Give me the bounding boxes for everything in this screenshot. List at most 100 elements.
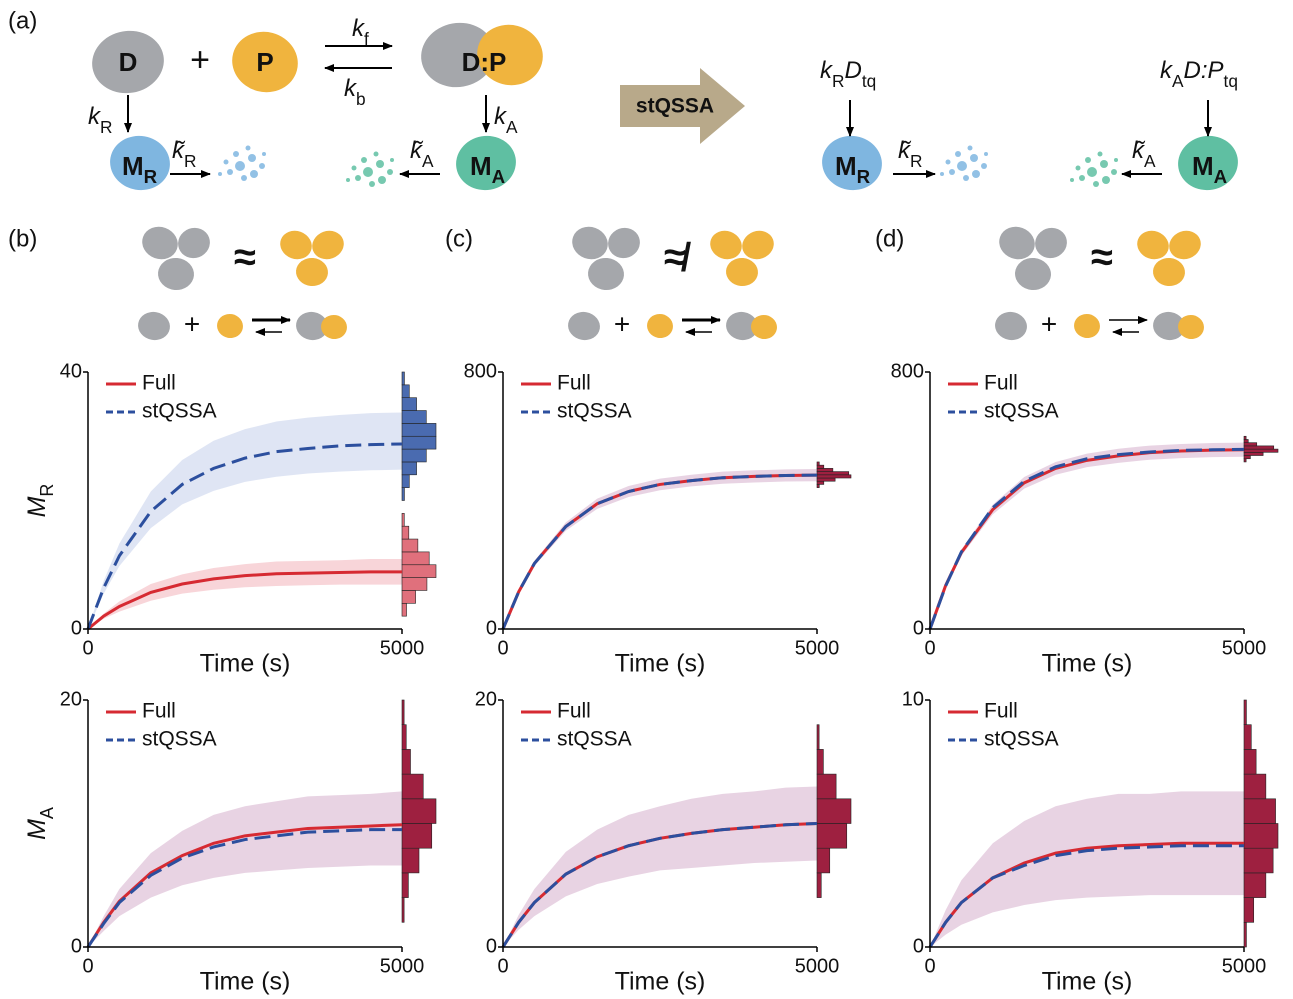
histogram-bar (1244, 824, 1278, 849)
product-dot (355, 175, 361, 181)
x-axis-label: Time (s) (615, 968, 706, 996)
band (503, 469, 817, 629)
product-dot (957, 161, 967, 171)
species-p: P (256, 47, 273, 77)
x-tick-label: 0 (924, 955, 935, 977)
histogram-bar (817, 873, 821, 898)
histogram-bar (402, 462, 417, 475)
histogram-bar (1244, 749, 1256, 774)
y-tick-label: 0 (486, 617, 497, 639)
histogram-bar (1244, 449, 1278, 452)
product-dot (227, 169, 233, 175)
histogram-bar (402, 513, 404, 526)
blob (295, 257, 329, 288)
blob (1165, 226, 1205, 263)
x-axis-label: Time (s) (1042, 650, 1133, 678)
rate-ktr: k̃R (898, 137, 922, 170)
x-tick-label: 5000 (795, 955, 840, 977)
species-d: D (119, 47, 138, 77)
label-part: M (1192, 151, 1214, 181)
histogram-bar (402, 873, 408, 898)
product-dot (376, 160, 384, 168)
y-tick-label: 40 (60, 360, 82, 382)
label-part: A (1214, 166, 1228, 187)
histogram-bar (402, 436, 436, 449)
rate-kr: kR (88, 103, 112, 136)
histogram-bar (1244, 898, 1254, 923)
legend-label: stQSSA (557, 728, 632, 751)
blob (604, 223, 644, 262)
label-part: A (37, 807, 57, 819)
panel-label: (d) (875, 225, 904, 252)
legend-label: stQSSA (557, 400, 632, 423)
histogram-bar (402, 749, 411, 774)
product-dot (241, 175, 247, 181)
product-dot (352, 166, 357, 171)
histogram-bar (817, 848, 830, 873)
label-part: M (122, 151, 144, 181)
product-dot (1076, 166, 1081, 171)
x-tick-label: 5000 (1222, 955, 1267, 977)
histogram-bar (817, 725, 819, 750)
product-dot (1087, 167, 1097, 177)
method-label: stQSSA (636, 95, 714, 118)
x-tick-label: 0 (82, 955, 93, 977)
histogram-bar (1244, 436, 1246, 439)
product-dot (984, 152, 988, 156)
histogram-bar (1244, 452, 1263, 455)
series-line (503, 475, 817, 629)
y-axis-label: MR (23, 484, 57, 518)
y-tick-label: 0 (71, 935, 82, 957)
y-tick-label: 800 (464, 360, 497, 382)
blob (138, 222, 183, 264)
product-dot (949, 169, 955, 175)
product-dot (1093, 181, 1099, 187)
y-tick-label: 0 (913, 935, 924, 957)
histogram-bar (402, 488, 404, 501)
product-dot (972, 170, 980, 178)
histogram-bar (402, 578, 427, 591)
label-part: D (844, 57, 861, 84)
series-line (930, 449, 1244, 629)
x-tick-label: 0 (82, 637, 93, 659)
relation: ≈ (1091, 236, 1113, 280)
histogram-bar (817, 481, 824, 484)
y-axis-label: MA (23, 807, 57, 840)
histogram-bar (402, 398, 417, 411)
blob (1031, 223, 1071, 262)
product-dot (363, 167, 373, 177)
band (503, 786, 817, 947)
legend-label: stQSSA (984, 728, 1059, 751)
blob (1133, 226, 1173, 263)
histogram-bar (817, 472, 849, 475)
product-dot (1070, 178, 1074, 182)
legend-label: stQSSA (142, 400, 217, 423)
blob (136, 309, 172, 342)
rate-kf: kf (352, 15, 369, 48)
figure: (a) D + P D:P kf kb kR kA MR MA k̃R k̃A … (0, 0, 1293, 999)
legend-label: Full (557, 372, 591, 395)
label-part: M (23, 496, 51, 517)
product-dot (346, 178, 350, 182)
histogram-bar (402, 725, 406, 750)
product-dot (262, 152, 266, 156)
product-dot (955, 151, 961, 157)
histogram-bar (402, 603, 407, 616)
legend-label: Full (142, 700, 176, 723)
legend-label: Full (142, 372, 176, 395)
blob (993, 309, 1029, 342)
product-dot (378, 176, 386, 184)
production-a: kAD:Ptq (1160, 57, 1238, 90)
plus: + (614, 308, 630, 339)
x-axis-label: Time (s) (200, 968, 291, 996)
product-dot (224, 160, 229, 165)
histogram-bar (1244, 922, 1246, 947)
label-part: M (23, 819, 51, 840)
histogram-bar (1244, 848, 1273, 873)
blob (1072, 312, 1102, 340)
histogram-bar (1244, 774, 1266, 799)
product-dot (250, 170, 258, 178)
x-tick-label: 5000 (380, 637, 425, 659)
label-part: A (422, 151, 434, 171)
x-tick-label: 0 (497, 955, 508, 977)
